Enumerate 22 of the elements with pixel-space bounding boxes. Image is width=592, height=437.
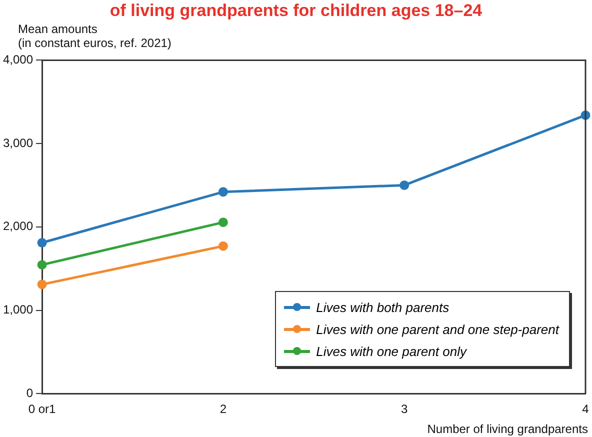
chart-title: of living grandparents for children ages 18–24 bbox=[108, 0, 484, 22]
legend-label: Lives with one parent only bbox=[316, 344, 466, 358]
y-axis-title: Mean amounts (in constant euros, ref. 2021) bbox=[18, 22, 172, 50]
x-axis-title: Number of living grandparents bbox=[427, 422, 588, 436]
y-tick-label: 3,000 bbox=[3, 136, 34, 150]
x-tick-label: 2 bbox=[220, 402, 227, 416]
y-tick-label: 1,000 bbox=[3, 302, 34, 317]
point bbox=[37, 238, 47, 248]
point bbox=[218, 241, 228, 251]
y-tick-label: 0 bbox=[26, 386, 34, 400]
y-tick-label: 4,000 bbox=[3, 52, 34, 67]
point bbox=[218, 218, 228, 228]
x-tick-label: 0 or1 bbox=[28, 402, 56, 416]
x-tick-label: 3 bbox=[401, 402, 408, 416]
legend-label: Lives with both parents bbox=[316, 300, 450, 314]
point bbox=[37, 280, 47, 290]
point bbox=[37, 260, 47, 270]
x-tick-label: 4 bbox=[582, 402, 590, 416]
point bbox=[218, 187, 228, 197]
point bbox=[400, 180, 410, 190]
y-tick-label: 2,000 bbox=[3, 219, 34, 234]
legend-label: Lives with one parent and one step-parent bbox=[316, 322, 559, 336]
